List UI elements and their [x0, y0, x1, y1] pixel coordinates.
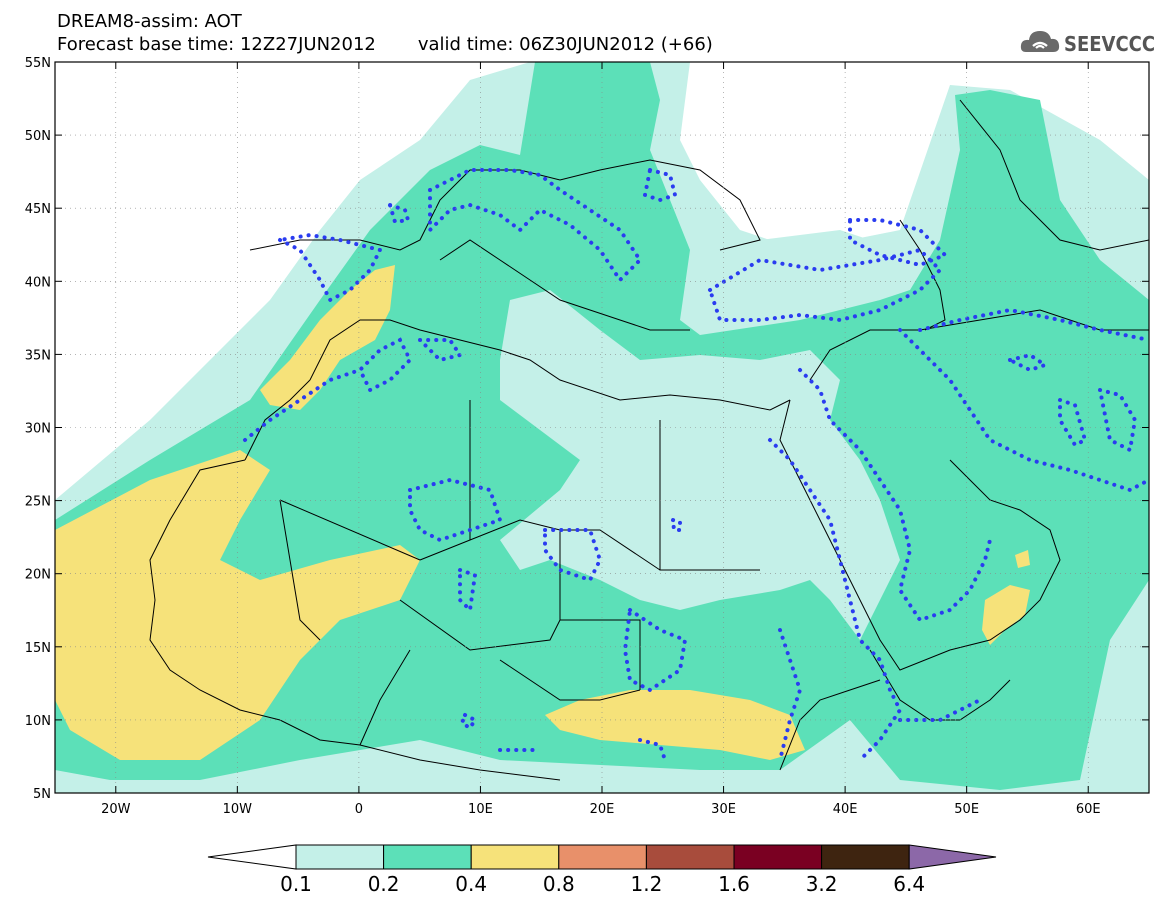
colorbar-label: 6.4 [893, 872, 925, 896]
aot-band-0.4-west [55, 450, 420, 760]
colorbar-label: 0.8 [543, 872, 575, 896]
lat-tick-label: 10N [25, 714, 51, 729]
valid-time: valid time: 06Z30JUN2012 (+66) [417, 34, 713, 55]
lat-tick-label: 35N [25, 348, 51, 363]
map-title: DREAM8-assim: AOT [57, 11, 242, 32]
cloud-logo-icon [1020, 31, 1060, 52]
lat-tick-label: 5N [33, 787, 51, 802]
lat-tick-label: 30N [25, 422, 51, 437]
colorbar-label: 1.2 [630, 872, 662, 896]
axis-ticks: 55N 50N 45N 40N 35N 30N 25N 20N 15N 10N 5N 20W 10W 0 1… [25, 56, 1149, 817]
colorbar-label: 1.6 [718, 872, 750, 896]
coastlines [149, 99, 1149, 781]
colorbar-label: 3.2 [806, 872, 838, 896]
aot-contours [243, 167, 1149, 762]
lon-tick-label: 20W [101, 802, 131, 817]
lat-tick-label: 45N [25, 202, 51, 217]
aot-map: 55N 50N 45N 40N 35N 30N 25N 20N 15N 10N 5N 20W 10W 0 1… [25, 56, 1150, 817]
lat-tick-label: 40N [25, 275, 51, 290]
colorbar-label: 0.4 [455, 872, 487, 896]
aot-band-0.4-sahel [545, 690, 805, 760]
colorbar-label: 0.1 [280, 872, 312, 896]
lon-tick-label: 60E [1076, 802, 1101, 817]
lon-tick-label: 10E [468, 802, 493, 817]
map-grid [55, 62, 1149, 793]
lon-tick-label: 40E [833, 802, 858, 817]
lon-tick-label: 30E [711, 802, 736, 817]
base-time: Forecast base time: 12Z27JUN2012 [57, 34, 376, 55]
lat-tick-label: 20N [25, 568, 51, 583]
aot-band-0.4-small [1015, 550, 1030, 568]
lon-tick-label: 10W [223, 802, 253, 817]
lon-tick-label: 50E [954, 802, 979, 817]
aot-band-0.4-morocco [260, 265, 395, 410]
map-subtitle: Forecast base time: 12Z27JUN2012 valid ti… [57, 35, 713, 55]
logo-text: SEEVCCC [1064, 32, 1155, 56]
lat-tick-label: 55N [25, 56, 51, 71]
lat-tick-label: 15N [25, 641, 51, 656]
aot-low-east [690, 230, 900, 320]
lon-tick-label: 20E [590, 802, 615, 817]
seevccc-logo: SEEVCCC [1020, 31, 1155, 56]
aot-band-0.4-oman [982, 585, 1030, 645]
aot-low-region [500, 290, 900, 640]
colorbar-label: 0.2 [368, 872, 400, 896]
lat-tick-label: 50N [25, 129, 51, 144]
lat-tick-label: 25N [25, 495, 51, 510]
lon-tick-label: 0 [355, 802, 363, 817]
